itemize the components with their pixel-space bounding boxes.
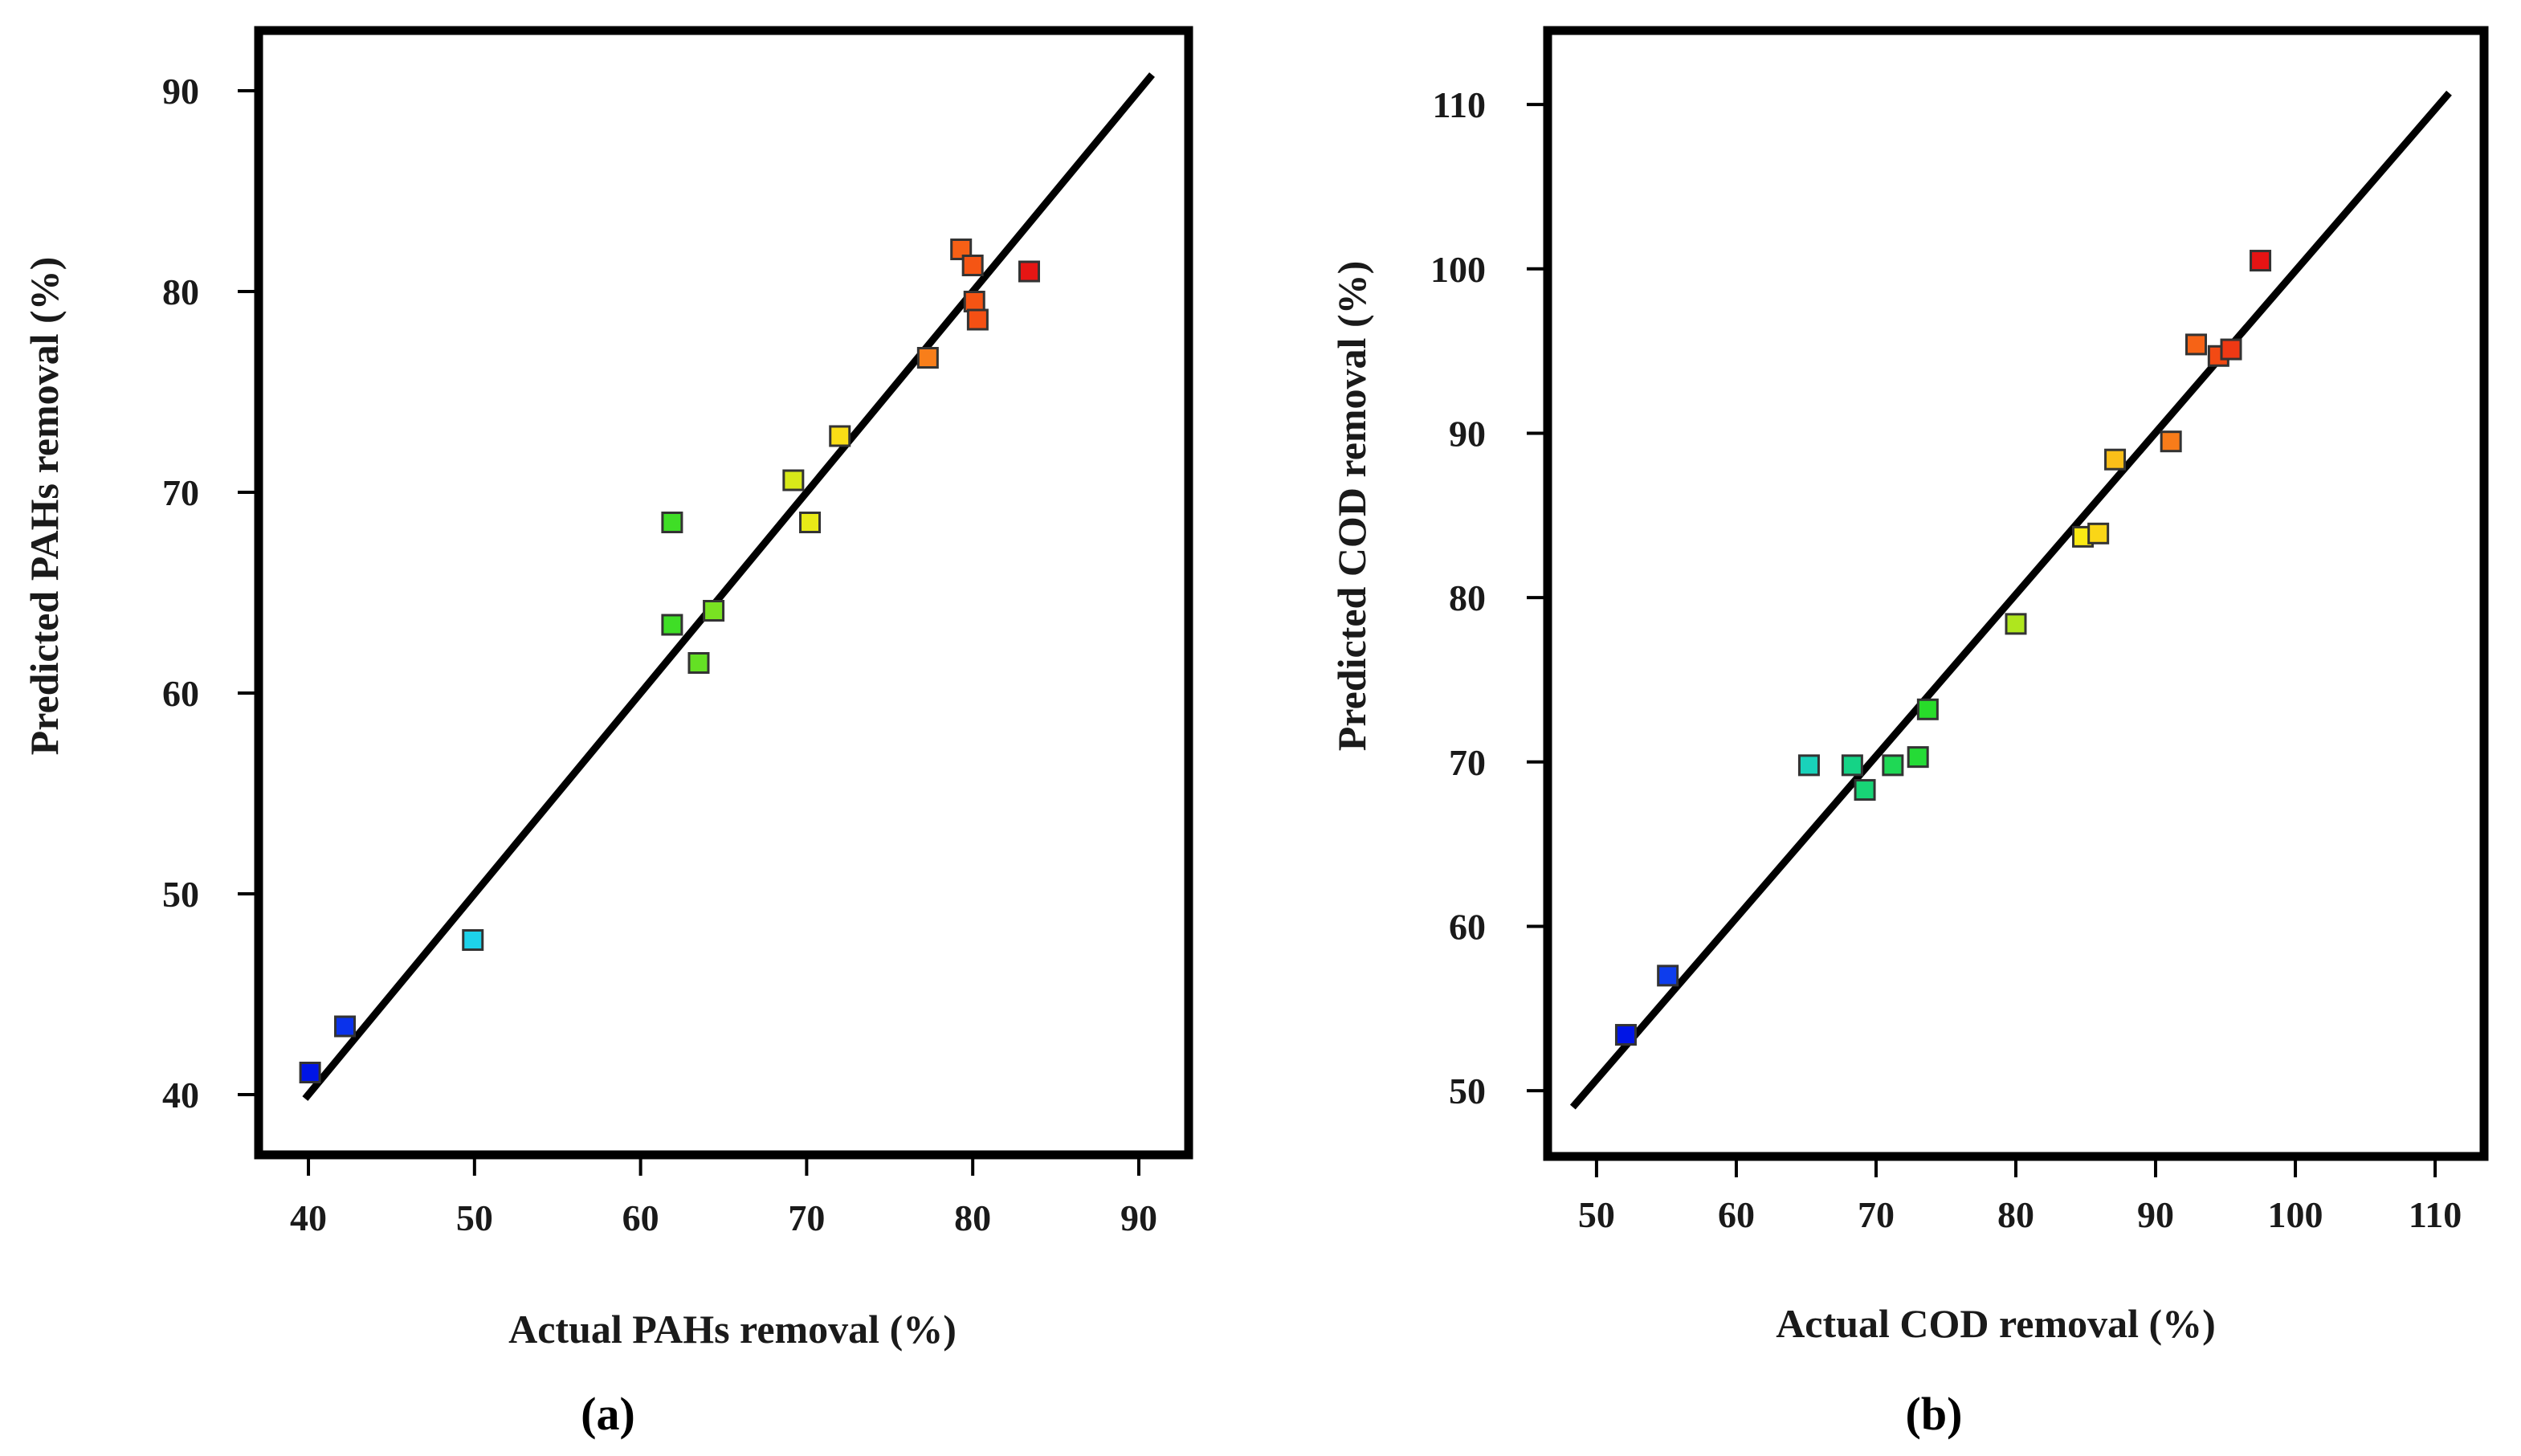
b-data-point xyxy=(1882,754,1904,777)
b-data-point xyxy=(2087,522,2110,544)
b-data-point xyxy=(1614,1024,1637,1046)
panel-b-label: (b) xyxy=(1906,1388,1963,1440)
a-x-tick-label: 60 xyxy=(622,1197,659,1238)
a-data-point xyxy=(462,929,484,951)
b-x-tick-label: 60 xyxy=(1718,1194,1755,1235)
a-data-point xyxy=(916,347,939,369)
a-y-tick-label: 60 xyxy=(162,673,199,714)
a-data-point xyxy=(334,1015,357,1038)
a-data-point xyxy=(661,512,683,533)
b-y-tick-label: 70 xyxy=(1449,742,1486,783)
b-x-tick-label: 50 xyxy=(1578,1194,1615,1235)
a-fit-line xyxy=(302,72,1155,1101)
b-data-point xyxy=(2250,250,2272,272)
a-data-point xyxy=(966,308,989,331)
a-y-tick-label: 50 xyxy=(162,874,199,915)
panel-a: (a) 40 50 60 70 80 90 40 50 60 70 80 90 Actual PAHs … xyxy=(22,26,1193,1440)
a-data-point xyxy=(703,600,725,622)
a-x-tick-label: 90 xyxy=(1120,1197,1157,1238)
b-x-tick-label: 90 xyxy=(2137,1194,2174,1235)
b-data-point xyxy=(2160,430,2182,453)
a-data-point xyxy=(961,255,984,276)
a-y-tick-label: 40 xyxy=(162,1075,199,1115)
panel-a-label: (a) xyxy=(581,1388,635,1440)
b-data-point xyxy=(2220,338,2242,361)
a-data-point xyxy=(661,614,683,636)
a-x-tick-label: 70 xyxy=(788,1197,825,1238)
b-y-tick-label: 60 xyxy=(1449,906,1486,947)
a-y-tick-label: 80 xyxy=(162,271,199,312)
b-plot-frame xyxy=(1543,26,2489,1161)
a-plot-frame xyxy=(254,26,1193,1160)
b-data-point xyxy=(2184,333,2207,356)
a-data-point xyxy=(782,469,805,491)
b-data-point xyxy=(1797,754,1820,777)
b-data-point xyxy=(1907,746,1929,769)
a-x-axis-title: Actual PAHs removal (%) xyxy=(508,1307,957,1352)
a-data-point xyxy=(687,652,710,674)
b-y-tick-label: 90 xyxy=(1449,413,1486,454)
a-data-point xyxy=(799,512,822,533)
b-data-point xyxy=(1841,754,1863,777)
b-data-point xyxy=(1916,698,1939,720)
b-x-tick-label: 100 xyxy=(2268,1194,2323,1235)
b-fit-line xyxy=(1569,90,2452,1110)
b-y-axis-title: Predicted COD removal (%) xyxy=(1329,261,1374,752)
b-y-tick-label: 80 xyxy=(1449,577,1486,618)
b-data-point xyxy=(1657,965,1679,987)
b-data-point xyxy=(1854,779,1876,801)
a-y-tick-label: 90 xyxy=(162,71,199,112)
b-data-point xyxy=(2005,613,2027,635)
b-y-tick-label: 100 xyxy=(1430,249,1486,290)
b-y-tick-label: 110 xyxy=(1433,84,1486,125)
a-x-tick-label: 80 xyxy=(954,1197,991,1238)
a-data-point xyxy=(829,425,851,447)
b-x-axis-title: Actual COD removal (%) xyxy=(1776,1301,2216,1346)
a-data-point xyxy=(963,291,985,312)
a-data-point xyxy=(1018,260,1040,283)
b-x-tick-label: 70 xyxy=(1858,1194,1895,1235)
b-x-tick-label: 80 xyxy=(1997,1194,2034,1235)
a-y-tick-label: 70 xyxy=(162,472,199,513)
a-x-tick-label: 40 xyxy=(290,1197,327,1238)
a-y-axis-title: Predicted PAHs removal (%) xyxy=(22,257,67,756)
a-data-point xyxy=(299,1062,321,1083)
b-x-tick-label: 110 xyxy=(2409,1194,2462,1235)
b-y-tick-label: 50 xyxy=(1449,1071,1486,1111)
b-data-point xyxy=(2104,448,2127,471)
panel-b: (b) 50 60 70 80 90 100 110 50 60 70 80 90 100 110 Actu… xyxy=(1329,26,2489,1440)
a-x-tick-label: 50 xyxy=(456,1197,493,1238)
